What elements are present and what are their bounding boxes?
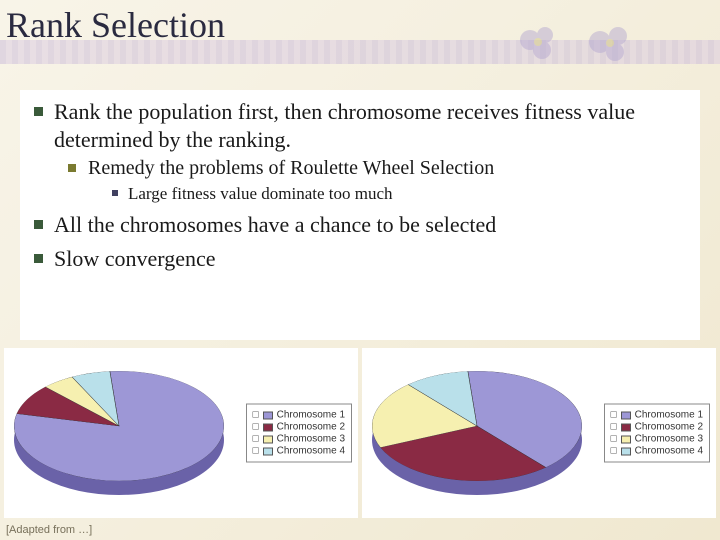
pie-top — [372, 371, 582, 481]
legend-marker-icon: □ — [611, 434, 617, 445]
legend-label: Chromosome 1 — [635, 410, 703, 421]
legend-marker-icon: □ — [253, 434, 259, 445]
legend-label: Chromosome 4 — [277, 446, 345, 457]
bullet-text: All the chromosomes have a chance to be … — [54, 212, 496, 237]
legend: □Chromosome 1□Chromosome 2□Chromosome 3□… — [246, 404, 352, 463]
bullet-text: Slow convergence — [54, 246, 216, 271]
charts-row: □Chromosome 1□Chromosome 2□Chromosome 3□… — [0, 348, 720, 518]
legend-label: Chromosome 3 — [635, 434, 703, 445]
legend-item: □ Chromosome 4 — [611, 446, 703, 457]
flower-decoration — [500, 20, 660, 70]
legend-label: Chromosome 2 — [277, 422, 345, 433]
bullet-lvl1: All the chromosomes have a chance to be … — [28, 211, 688, 239]
legend-item: □ Chromosome 3 — [611, 434, 703, 445]
legend-marker-icon: □ — [611, 410, 617, 421]
legend-item: □ Chromosome 1 — [611, 410, 703, 421]
legend-swatch — [621, 435, 631, 443]
legend-item: □ Chromosome 2 — [611, 422, 703, 433]
legend-swatch — [263, 447, 273, 455]
bullet-lvl1: Slow convergence — [28, 245, 688, 273]
bullet-text: Remedy the problems of Roulette Wheel Se… — [88, 157, 494, 179]
legend-swatch — [621, 447, 631, 455]
legend-swatch — [621, 423, 631, 431]
slide-title: Rank Selection — [6, 4, 225, 46]
legend-marker-icon: □ — [611, 446, 617, 457]
legend-marker-icon: □ — [611, 422, 617, 433]
legend-item: □ Chromosome 2 — [253, 422, 345, 433]
legend-marker-icon: □ — [253, 410, 259, 421]
pie-3d — [372, 363, 582, 503]
legend-label: Chromosome 3 — [277, 434, 345, 445]
legend-item: □ Chromosome 1 — [253, 410, 345, 421]
bullet-lvl1: Rank the population first, then chromoso… — [28, 98, 688, 205]
legend-swatch — [263, 411, 273, 419]
legend-label: Chromosome 1 — [277, 410, 345, 421]
pie-3d — [14, 363, 224, 503]
bullet-text: Large fitness value dominate too much — [128, 184, 393, 203]
legend-item: □ Chromosome 4 — [253, 446, 345, 457]
legend: □Chromosome 1□Chromosome 2□Chromosome 3□… — [604, 404, 710, 463]
pie-top — [14, 371, 224, 481]
legend-swatch — [621, 411, 631, 419]
bullet-lvl3: Large fitness value dominate too much — [88, 183, 688, 205]
legend-marker-icon: □ — [253, 422, 259, 433]
legend-label: Chromosome 4 — [635, 446, 703, 457]
legend-marker-icon: □ — [253, 446, 259, 457]
legend-label: Chromosome 2 — [635, 422, 703, 433]
pie-chart-right: □Chromosome 1□Chromosome 2□Chromosome 3□… — [362, 348, 716, 518]
legend-swatch — [263, 423, 273, 431]
bullet-lvl2: Remedy the problems of Roulette Wheel Se… — [54, 155, 688, 205]
content-box: Rank the population first, then chromoso… — [20, 90, 700, 340]
bullet-text: Rank the population first, then chromoso… — [54, 99, 635, 152]
footer-attribution: [Adapted from …] — [6, 524, 92, 536]
pie-chart-left: □Chromosome 1□Chromosome 2□Chromosome 3□… — [4, 348, 358, 518]
bullet-list: Rank the population first, then chromoso… — [28, 98, 688, 272]
legend-swatch — [263, 435, 273, 443]
slide: Rank Selection Rank the population first… — [0, 0, 720, 540]
legend-item: □ Chromosome 3 — [253, 434, 345, 445]
